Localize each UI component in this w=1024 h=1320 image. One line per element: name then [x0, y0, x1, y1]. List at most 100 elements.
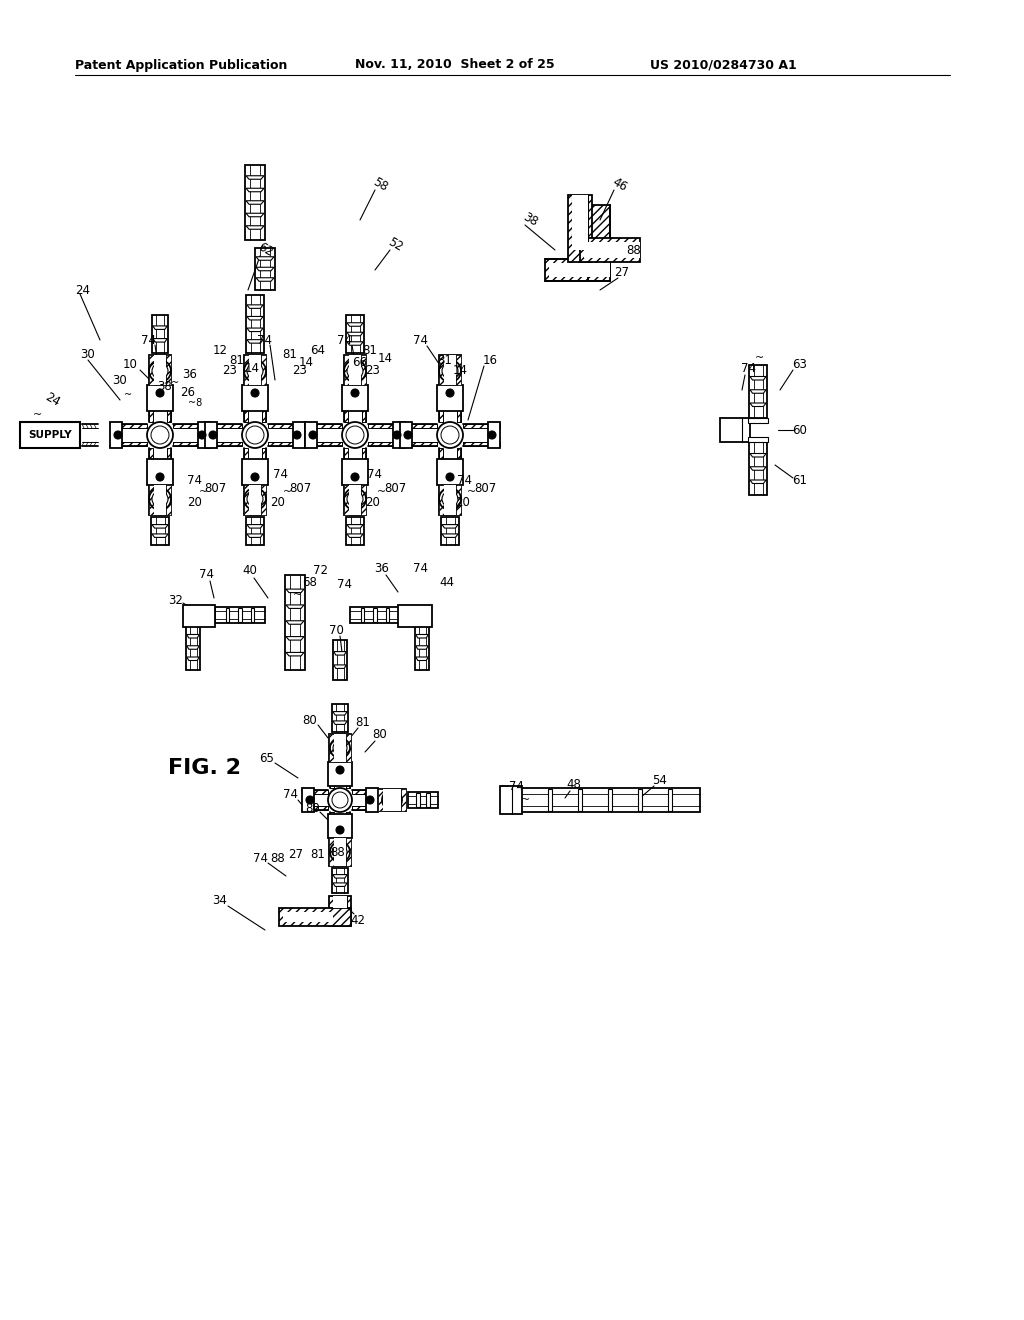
- Text: 88: 88: [331, 846, 345, 858]
- Polygon shape: [439, 355, 444, 385]
- Polygon shape: [262, 447, 266, 484]
- Text: 807: 807: [384, 482, 407, 495]
- Bar: [328, 814, 352, 838]
- Polygon shape: [186, 657, 200, 660]
- Bar: [749, 366, 767, 418]
- Bar: [150, 355, 171, 385]
- Polygon shape: [608, 789, 611, 810]
- Polygon shape: [368, 424, 406, 428]
- Circle shape: [346, 426, 364, 444]
- Circle shape: [156, 389, 164, 397]
- Text: 807: 807: [289, 482, 311, 495]
- Text: Nov. 11, 2010  Sheet 2 of 25: Nov. 11, 2010 Sheet 2 of 25: [355, 58, 555, 71]
- Polygon shape: [362, 447, 366, 484]
- Bar: [342, 385, 368, 411]
- Polygon shape: [457, 447, 461, 484]
- Polygon shape: [205, 424, 242, 428]
- Text: 27: 27: [289, 849, 303, 862]
- Polygon shape: [329, 838, 334, 866]
- Bar: [349, 355, 361, 385]
- Polygon shape: [247, 305, 263, 309]
- Bar: [150, 484, 171, 515]
- Text: ~: ~: [520, 795, 529, 805]
- Polygon shape: [416, 635, 428, 638]
- Bar: [305, 428, 342, 442]
- Polygon shape: [305, 442, 342, 446]
- Circle shape: [151, 426, 169, 444]
- Text: FIG. 2: FIG. 2: [169, 758, 242, 777]
- Text: SUPPLY: SUPPLY: [29, 430, 72, 440]
- Bar: [154, 355, 166, 385]
- Text: 38: 38: [520, 211, 540, 230]
- Text: 61: 61: [793, 474, 808, 487]
- Circle shape: [247, 491, 263, 507]
- Text: 52: 52: [385, 236, 404, 255]
- Polygon shape: [463, 424, 500, 428]
- Polygon shape: [344, 447, 348, 484]
- Polygon shape: [360, 607, 365, 622]
- Bar: [242, 385, 268, 411]
- Text: 80: 80: [305, 801, 321, 814]
- Polygon shape: [167, 385, 171, 422]
- Bar: [332, 704, 348, 733]
- Polygon shape: [344, 385, 348, 422]
- Polygon shape: [166, 484, 171, 515]
- Polygon shape: [386, 607, 389, 622]
- Bar: [20, 422, 80, 447]
- Polygon shape: [457, 385, 461, 422]
- Polygon shape: [246, 189, 264, 191]
- Bar: [302, 788, 314, 812]
- Text: Patent Application Publication: Patent Application Publication: [75, 58, 288, 71]
- Polygon shape: [329, 896, 351, 927]
- Text: 74: 74: [283, 788, 298, 800]
- Text: 81: 81: [229, 354, 245, 367]
- Bar: [248, 385, 262, 422]
- Circle shape: [147, 422, 173, 447]
- Text: 14: 14: [453, 363, 468, 376]
- Polygon shape: [750, 403, 766, 407]
- Text: 24: 24: [42, 391, 61, 409]
- Bar: [346, 517, 364, 545]
- Circle shape: [437, 422, 463, 447]
- Polygon shape: [638, 789, 642, 810]
- Polygon shape: [361, 355, 366, 385]
- Polygon shape: [244, 447, 248, 484]
- Polygon shape: [344, 355, 349, 385]
- Text: 74: 74: [253, 851, 267, 865]
- Text: 46: 46: [610, 176, 630, 194]
- Polygon shape: [347, 533, 364, 537]
- Text: 23: 23: [293, 363, 307, 376]
- Text: 81: 81: [437, 354, 453, 367]
- Polygon shape: [246, 201, 264, 205]
- Bar: [342, 459, 368, 484]
- Text: 48: 48: [566, 777, 582, 791]
- Text: 20: 20: [456, 496, 470, 510]
- Text: ~74: ~74: [500, 780, 524, 793]
- Bar: [500, 785, 522, 814]
- Polygon shape: [329, 734, 334, 762]
- Bar: [549, 263, 610, 277]
- Circle shape: [342, 422, 368, 447]
- Bar: [198, 422, 210, 447]
- Bar: [441, 517, 459, 545]
- Circle shape: [333, 741, 347, 755]
- Text: 807: 807: [204, 482, 226, 495]
- Text: 20: 20: [366, 496, 381, 510]
- Polygon shape: [256, 267, 274, 271]
- Polygon shape: [333, 721, 347, 725]
- Circle shape: [293, 432, 301, 440]
- Polygon shape: [548, 789, 552, 810]
- Bar: [249, 484, 261, 515]
- Bar: [147, 459, 173, 484]
- Bar: [720, 418, 750, 442]
- Bar: [285, 576, 305, 671]
- Text: 74: 74: [257, 334, 272, 346]
- Polygon shape: [439, 484, 444, 515]
- Circle shape: [242, 422, 268, 447]
- Polygon shape: [286, 636, 304, 640]
- Circle shape: [152, 363, 168, 379]
- Polygon shape: [378, 789, 383, 810]
- Polygon shape: [346, 734, 351, 762]
- Text: 63: 63: [793, 359, 808, 371]
- Polygon shape: [362, 385, 366, 422]
